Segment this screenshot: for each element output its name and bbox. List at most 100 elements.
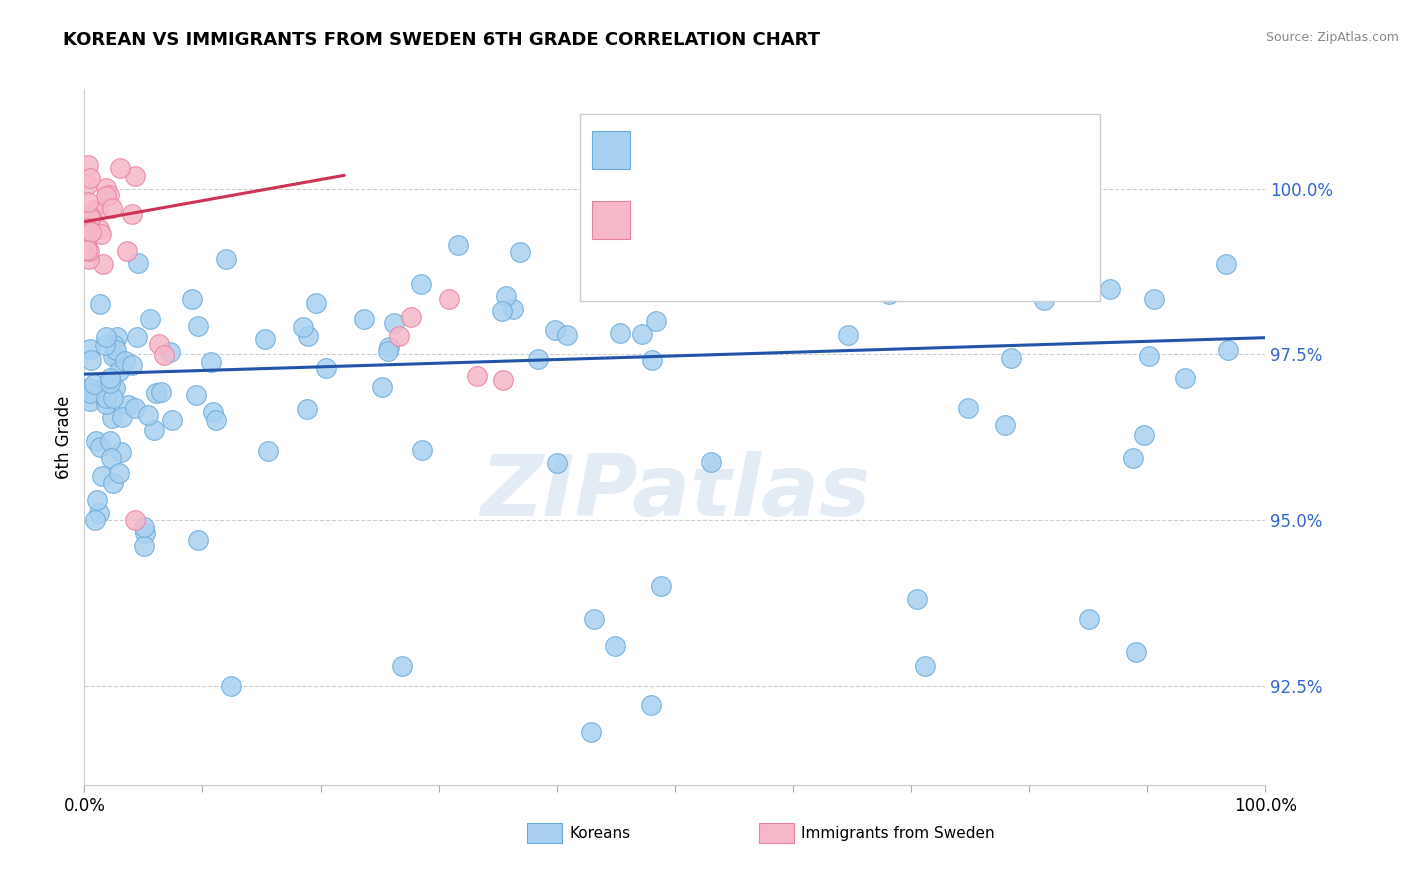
Point	[257, 444, 280, 458]
Text: ZIPatlas: ZIPatlas	[479, 451, 870, 534]
FancyBboxPatch shape	[581, 113, 1099, 301]
Point	[115, 244, 138, 259]
Point	[492, 373, 515, 387]
Point	[98, 371, 121, 385]
Point	[221, 679, 243, 693]
Point	[108, 161, 131, 175]
Point	[370, 380, 392, 394]
Point	[79, 225, 101, 239]
Point	[181, 292, 204, 306]
Point	[205, 412, 228, 426]
Point	[877, 287, 900, 301]
Point	[79, 252, 101, 266]
Point	[134, 526, 156, 541]
Point	[101, 201, 124, 215]
Text: R =  0.137   N = 116: R = 0.137 N = 116	[644, 141, 817, 159]
Point	[187, 318, 209, 333]
Point	[645, 314, 668, 328]
Point	[96, 396, 118, 410]
Point	[641, 353, 664, 368]
Point	[526, 351, 548, 366]
Point	[378, 340, 401, 354]
Point	[1000, 351, 1022, 365]
Point	[914, 658, 936, 673]
Point	[125, 330, 148, 344]
Point	[186, 388, 208, 402]
Point	[89, 297, 111, 311]
Point	[94, 181, 117, 195]
Point	[1032, 293, 1054, 307]
Point	[994, 418, 1017, 433]
Point	[465, 369, 488, 384]
Point	[76, 194, 98, 209]
Point	[409, 277, 432, 292]
Point	[80, 352, 103, 367]
Point	[353, 312, 375, 326]
Point	[148, 336, 170, 351]
Point	[555, 327, 578, 342]
Point	[187, 533, 209, 547]
Point	[124, 401, 146, 416]
Point	[101, 349, 124, 363]
Point	[1216, 343, 1239, 357]
Point	[579, 725, 602, 739]
Point	[89, 506, 111, 520]
Point	[509, 244, 531, 259]
Point	[101, 476, 124, 491]
Point	[650, 579, 672, 593]
Point	[98, 187, 121, 202]
Point	[152, 348, 174, 362]
Point	[79, 170, 101, 185]
Point	[1122, 450, 1144, 465]
Point	[305, 296, 328, 310]
Point	[84, 434, 107, 448]
Point	[111, 409, 134, 424]
Point	[609, 326, 631, 340]
Point	[1137, 349, 1160, 363]
Point	[98, 434, 121, 448]
Y-axis label: 6th Grade: 6th Grade	[55, 395, 73, 479]
Point	[142, 423, 165, 437]
Point	[105, 350, 128, 364]
Point	[100, 411, 122, 425]
Point	[136, 408, 159, 422]
Point	[76, 233, 98, 247]
Point	[200, 355, 222, 369]
Point	[121, 207, 143, 221]
Point	[79, 385, 101, 400]
Point	[160, 413, 183, 427]
Point	[145, 386, 167, 401]
Point	[96, 376, 118, 391]
Point	[103, 391, 125, 405]
Point	[127, 256, 149, 270]
Point	[1174, 371, 1197, 385]
Point	[1143, 292, 1166, 306]
Point	[91, 469, 114, 483]
Point	[292, 320, 315, 334]
Point	[105, 343, 128, 357]
Point	[297, 402, 319, 417]
Point	[1077, 612, 1099, 626]
Point	[104, 381, 127, 395]
Point	[79, 381, 101, 395]
Point	[388, 328, 411, 343]
Point	[86, 204, 108, 219]
Point	[79, 211, 101, 225]
Point	[437, 292, 460, 306]
Point	[89, 440, 111, 454]
Point	[495, 289, 517, 303]
Point	[84, 513, 107, 527]
Point	[603, 639, 626, 653]
Point	[139, 311, 162, 326]
Point	[121, 358, 143, 372]
Point	[94, 391, 117, 405]
Point	[215, 252, 238, 266]
Point	[1070, 207, 1092, 221]
Point	[1133, 428, 1156, 442]
Point	[110, 445, 132, 459]
Point	[544, 323, 567, 337]
Point	[883, 275, 905, 289]
Point	[82, 202, 104, 217]
Point	[100, 451, 122, 466]
Point	[315, 360, 337, 375]
